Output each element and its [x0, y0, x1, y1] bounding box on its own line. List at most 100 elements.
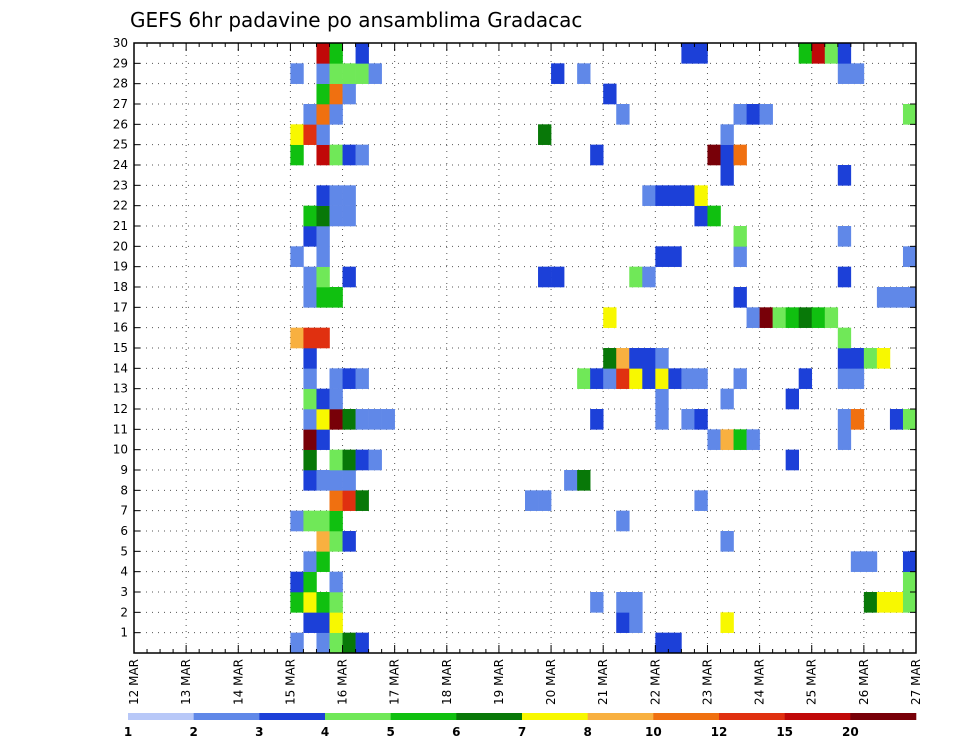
precip-cell [329, 287, 343, 308]
precip-cell [368, 63, 382, 84]
precip-cell [902, 246, 917, 267]
precip-cell [577, 368, 591, 389]
precip-cell [785, 449, 799, 471]
precip-cell [733, 226, 747, 247]
precip-cell [850, 551, 865, 572]
precip-cell [329, 43, 343, 64]
y-tick-label: 7 [120, 504, 128, 518]
x-tick-label: 27 MAR [909, 659, 923, 705]
x-tick-label: 19 MAR [492, 659, 506, 705]
colorbar-label: 4 [321, 725, 329, 739]
precip-cell [811, 43, 826, 64]
precip-cell [850, 63, 865, 84]
precip-cell [876, 348, 891, 369]
y-tick-label: 16 [113, 321, 128, 335]
y-tick-label: 4 [120, 565, 128, 579]
precip-cell [290, 510, 304, 532]
precip-cell [655, 368, 669, 389]
precip-cell [329, 449, 343, 471]
x-tick-label: 17 MAR [388, 659, 402, 705]
x-tick-label: 25 MAR [805, 659, 819, 705]
precip-cell [642, 368, 656, 389]
precip-cell [720, 144, 734, 166]
precip-cell [329, 592, 343, 613]
y-tick-label: 12 [113, 402, 128, 416]
precip-cell [316, 124, 330, 145]
colorbar-label: 7 [518, 725, 526, 739]
precip-cell [850, 409, 865, 430]
precip-cell [616, 612, 630, 633]
precip-cell [837, 165, 852, 186]
precip-cell [329, 104, 343, 125]
precip-cell [303, 388, 317, 410]
precip-cell [355, 632, 369, 654]
precip-cell [316, 510, 330, 532]
precip-cell [603, 307, 617, 328]
precip-cell [837, 226, 852, 247]
precip-cell [316, 144, 330, 166]
precip-cell [329, 205, 343, 227]
precip-cell [316, 205, 330, 227]
x-tick-label: 12 MAR [127, 659, 141, 705]
precip-cell [811, 307, 826, 328]
precip-cell [316, 429, 330, 450]
precip-cell [342, 63, 356, 84]
precip-cell [837, 266, 852, 288]
precip-cell [590, 409, 604, 430]
colorbar-label: 8 [583, 725, 591, 739]
colorbar-swatch [784, 713, 851, 720]
y-tick-label: 24 [113, 158, 128, 172]
precip-cell [694, 185, 708, 206]
precip-cell [863, 348, 878, 369]
precip-cell [655, 246, 669, 267]
precip-cell [525, 490, 539, 511]
precip-cell [876, 592, 891, 613]
precip-cell [798, 43, 813, 64]
precip-cell [798, 307, 813, 328]
precip-cell [668, 185, 682, 206]
precip-cell [329, 388, 343, 410]
precip-cell [655, 388, 669, 410]
precip-cell [603, 83, 617, 105]
precip-cell [629, 348, 643, 369]
precip-cell [303, 205, 317, 227]
precip-cell [616, 592, 630, 613]
precip-cell [342, 632, 356, 654]
colorbar-swatch [456, 713, 523, 720]
precip-cell [342, 531, 356, 552]
precip-cell [316, 632, 330, 654]
precip-cell [837, 63, 852, 84]
colorbar-swatch [193, 713, 260, 720]
precip-cell [590, 592, 604, 613]
precip-cell [889, 592, 904, 613]
y-tick-label: 26 [113, 117, 128, 131]
y-tick-label: 11 [113, 422, 128, 436]
precip-cell [329, 63, 343, 84]
y-tick-label: 5 [120, 544, 128, 558]
precip-cell [381, 409, 395, 430]
precip-cell [629, 612, 643, 633]
precip-cell [316, 612, 330, 633]
precip-cell [603, 348, 617, 369]
precip-cell [694, 409, 708, 430]
precip-cell [733, 287, 747, 308]
precip-cell [303, 226, 317, 247]
precip-cell [837, 327, 852, 349]
precip-cell [837, 368, 852, 389]
precip-cell [837, 43, 852, 64]
y-tick-label: 2 [120, 605, 128, 619]
colorbar-swatch [719, 713, 785, 720]
y-tick-label: 21 [113, 219, 128, 233]
y-tick-label: 28 [113, 77, 128, 91]
precip-cell [694, 43, 708, 64]
x-tick-label: 20 MAR [544, 659, 558, 705]
colorbar-swatch [587, 713, 654, 720]
precip-cell [902, 571, 917, 593]
precip-cell [342, 205, 356, 227]
data-cells [290, 43, 917, 654]
precip-cell [863, 592, 878, 613]
x-tick-label: 26 MAR [857, 659, 871, 705]
precip-cell [290, 632, 304, 654]
precip-cell [342, 470, 356, 491]
precip-cell [316, 63, 330, 84]
